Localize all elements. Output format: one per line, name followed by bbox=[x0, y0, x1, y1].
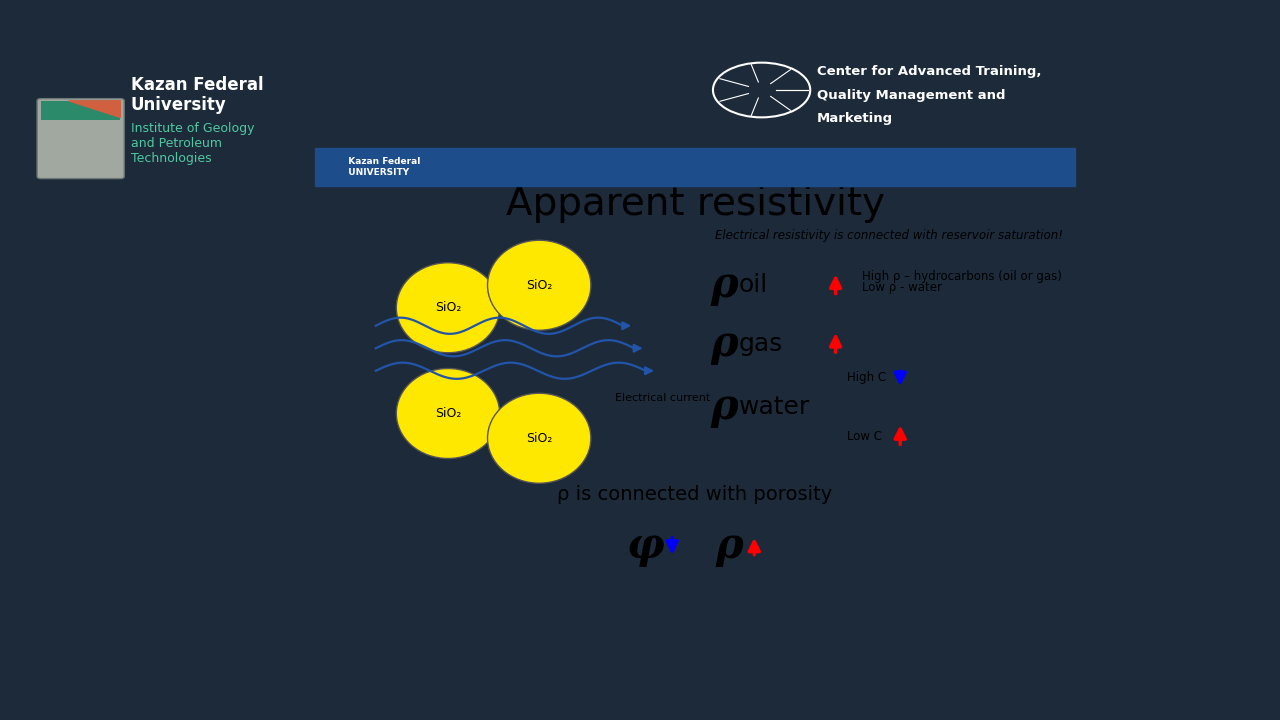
Text: ρ: ρ bbox=[716, 526, 742, 567]
Text: SiO₂: SiO₂ bbox=[526, 279, 553, 292]
Text: Center for Advanced Training,: Center for Advanced Training, bbox=[817, 66, 1041, 78]
Text: ρ is connected with porosity: ρ is connected with porosity bbox=[557, 485, 832, 504]
Text: water: water bbox=[739, 395, 810, 419]
Text: ρ: ρ bbox=[710, 386, 737, 428]
Ellipse shape bbox=[488, 393, 591, 483]
Text: oil: oil bbox=[739, 274, 768, 297]
Text: SiO₂: SiO₂ bbox=[435, 407, 461, 420]
Text: SiO₂: SiO₂ bbox=[435, 301, 461, 314]
Text: Electrical resistivity is connected with reservoir saturation!: Electrical resistivity is connected with… bbox=[714, 229, 1062, 242]
Text: ρ: ρ bbox=[710, 323, 737, 365]
Text: High C: High C bbox=[847, 371, 886, 384]
Text: Low C: Low C bbox=[847, 430, 882, 443]
Text: φ: φ bbox=[627, 526, 664, 567]
Text: ρ: ρ bbox=[710, 264, 737, 306]
Bar bbox=[41, 101, 120, 120]
Polygon shape bbox=[69, 101, 120, 117]
FancyBboxPatch shape bbox=[37, 99, 124, 179]
Text: Electrical current: Electrical current bbox=[616, 392, 710, 402]
Text: Marketing: Marketing bbox=[817, 112, 892, 125]
Text: Kazan Federal
University: Kazan Federal University bbox=[131, 76, 264, 114]
Ellipse shape bbox=[397, 263, 499, 353]
Text: Apparent resistivity: Apparent resistivity bbox=[506, 185, 884, 223]
Text: SiO₂: SiO₂ bbox=[526, 432, 553, 445]
Text: gas: gas bbox=[739, 332, 783, 356]
Ellipse shape bbox=[488, 240, 591, 330]
Text: High ρ – hydrocarbons (oil or gas): High ρ – hydrocarbons (oil or gas) bbox=[863, 270, 1062, 283]
Text: Institute of Geology
and Petroleum
Technologies: Institute of Geology and Petroleum Techn… bbox=[131, 122, 253, 166]
Ellipse shape bbox=[397, 369, 499, 459]
Bar bbox=[315, 148, 1075, 186]
Text: Quality Management and: Quality Management and bbox=[817, 89, 1005, 102]
Text: Low ρ - water: Low ρ - water bbox=[863, 281, 942, 294]
Text: Kazan Federal
  UNIVERSITY: Kazan Federal UNIVERSITY bbox=[342, 158, 420, 177]
